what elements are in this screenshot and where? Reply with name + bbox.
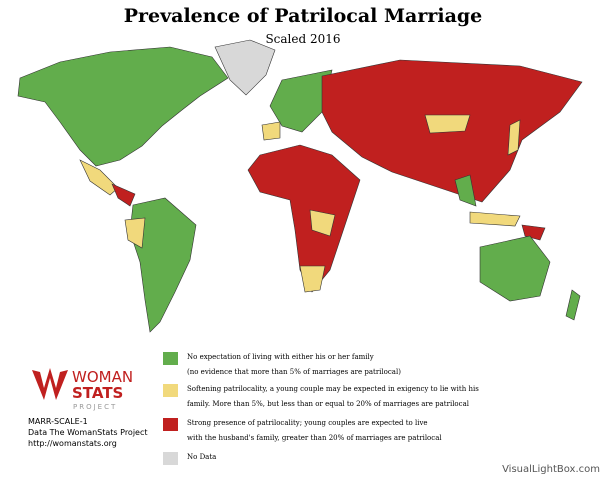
legend-text: Strong presence of patrilocality; young … [187,419,428,427]
title: Prevalence of Patrilocal Marriage [124,5,483,27]
new-zealand [565,289,581,321]
legend-text: (no evidence that more than 5% of marria… [187,368,401,376]
watermark: VisualLightBox.com [502,464,600,475]
subtitle: Scaled 2016 [265,32,340,46]
world-map [17,39,583,333]
japan [507,119,521,156]
north-america [17,46,229,167]
source-line: http://womanstats.org [28,439,117,448]
logo-text: WOMAN [72,368,133,386]
legend: No expectation of living with either his… [163,352,479,465]
legend-swatch [163,384,178,397]
legend-text: Softening patrilocality, a young couple … [187,385,479,393]
southern-africa [299,265,326,293]
australia [479,235,551,302]
source-line: Data The WomanStats Project [28,428,148,437]
logo-text: STATS [72,384,123,402]
europe [269,69,333,133]
mongolia [424,114,471,134]
south-america-east [124,217,146,249]
legend-text: No expectation of living with either his… [187,353,374,361]
southeast-asia [454,174,477,207]
logo: WOMAN STATS PROJECT [32,368,133,411]
legend-text: No Data [187,453,216,461]
central-america [111,183,136,207]
legend-swatch [163,452,178,465]
legend-swatch [163,418,178,431]
logo-text: PROJECT [73,403,117,411]
source-line: MARR-SCALE-1 [28,417,88,426]
greenland [214,39,276,96]
iberia [261,121,281,141]
legend-text: family. More than 5%, but less than or e… [187,400,470,408]
legend-text: with the husband's family, greater than … [187,434,442,442]
mexico [79,159,119,196]
logo-icon [32,368,68,400]
south-america [129,197,197,333]
legend-swatch [163,352,178,365]
source: MARR-SCALE-1 Data The WomanStats Project h… [28,417,148,448]
central-africa [309,209,336,237]
indonesia [469,211,521,227]
